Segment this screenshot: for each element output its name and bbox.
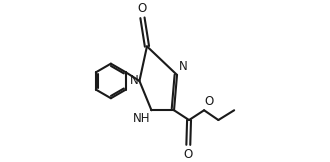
Text: O: O xyxy=(138,2,147,15)
Text: N: N xyxy=(130,75,139,87)
Text: O: O xyxy=(184,148,193,161)
Text: N: N xyxy=(179,60,187,73)
Text: O: O xyxy=(205,95,214,108)
Text: NH: NH xyxy=(133,112,151,125)
